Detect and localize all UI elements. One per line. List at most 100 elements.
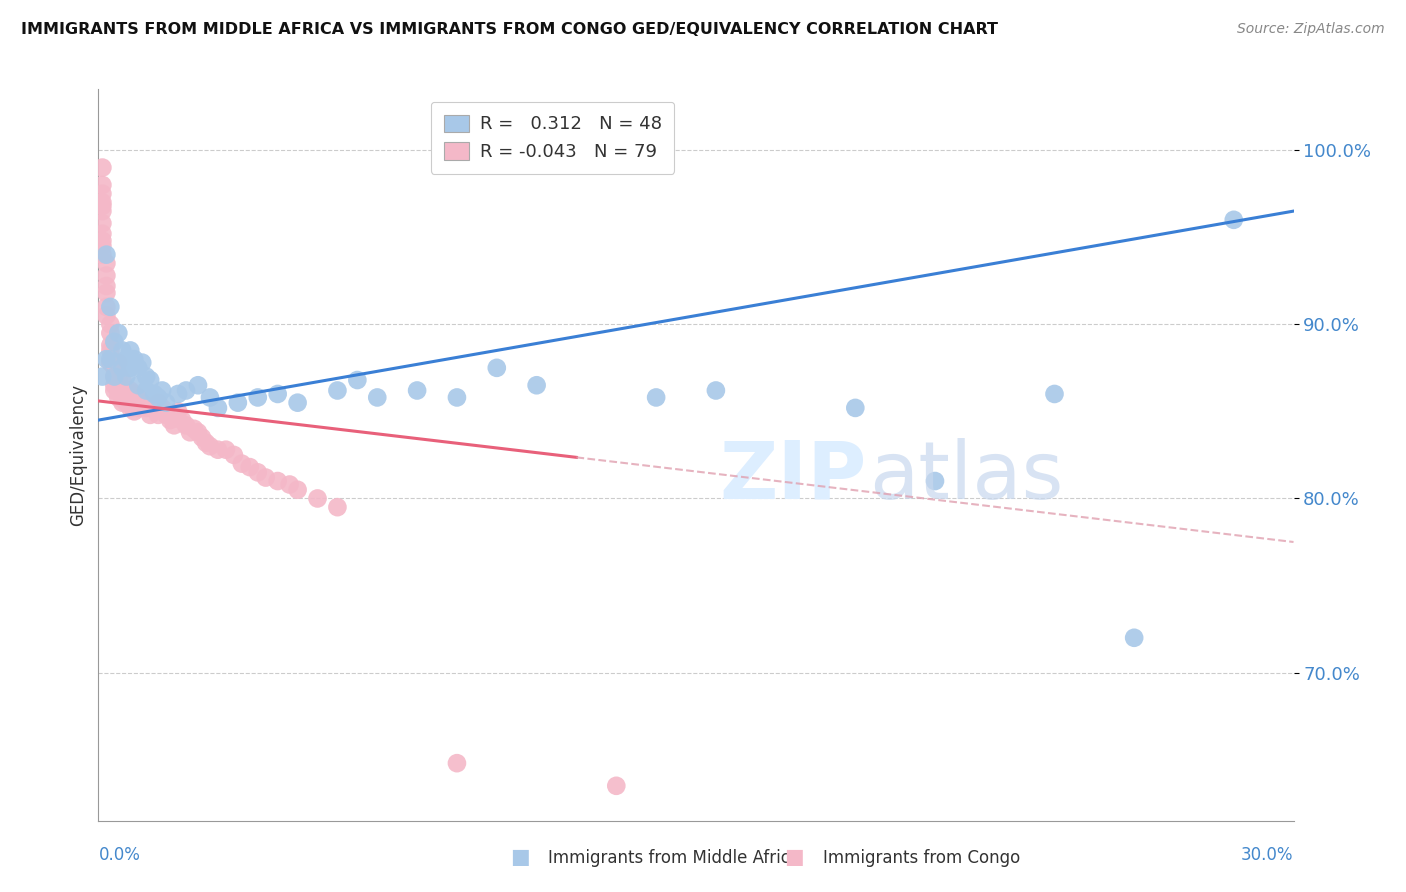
Point <box>605 779 627 793</box>
Point <box>96 352 118 367</box>
Y-axis label: GED/Equivalency: GED/Equivalency <box>69 384 87 526</box>
Text: Immigrants from Middle Africa: Immigrants from Middle Africa <box>548 849 800 867</box>
Text: 0.0%: 0.0% <box>98 846 141 863</box>
Point <box>159 413 181 427</box>
Point <box>163 418 186 433</box>
Point <box>96 247 118 261</box>
Point <box>278 477 301 491</box>
Point <box>131 395 153 409</box>
Point <box>103 369 125 384</box>
Point <box>187 378 209 392</box>
Point <box>346 373 368 387</box>
Point <box>96 279 118 293</box>
Point <box>167 404 190 418</box>
Point <box>91 239 114 253</box>
Point <box>103 378 125 392</box>
Point <box>91 234 114 248</box>
Point <box>96 268 118 283</box>
Point <box>96 300 118 314</box>
Point <box>924 474 946 488</box>
Point <box>174 384 197 398</box>
Point <box>91 247 114 261</box>
Point <box>143 401 166 415</box>
Point <box>207 442 229 457</box>
Text: IMMIGRANTS FROM MIDDLE AFRICA VS IMMIGRANTS FROM CONGO GED/EQUIVALENCY CORRELATI: IMMIGRANTS FROM MIDDLE AFRICA VS IMMIGRA… <box>21 22 998 37</box>
Point <box>103 369 125 384</box>
Point <box>222 448 245 462</box>
Point <box>111 343 134 358</box>
Point <box>207 401 229 415</box>
Point <box>215 442 238 457</box>
Point <box>226 395 249 409</box>
Point <box>115 395 138 409</box>
Point <box>183 422 205 436</box>
Point <box>150 401 173 415</box>
Point <box>107 326 129 340</box>
Point <box>254 470 277 484</box>
Point <box>326 384 349 398</box>
Point <box>115 352 138 367</box>
Point <box>120 391 142 405</box>
Point <box>174 418 197 433</box>
Point <box>111 360 134 375</box>
Point <box>1123 631 1146 645</box>
Point <box>446 391 468 405</box>
Point <box>135 369 157 384</box>
Point <box>98 352 122 367</box>
Point <box>103 360 125 375</box>
Point <box>91 227 114 241</box>
Point <box>135 401 157 415</box>
Point <box>107 366 129 380</box>
Point <box>198 391 221 405</box>
Point <box>91 161 114 175</box>
Point <box>704 384 727 398</box>
Point <box>111 391 134 405</box>
Point <box>111 395 134 409</box>
Point <box>111 384 134 398</box>
Point <box>107 373 129 387</box>
Point <box>91 369 114 384</box>
Point <box>96 256 118 270</box>
Point <box>127 360 149 375</box>
Point <box>103 384 125 398</box>
Point <box>191 430 214 444</box>
Point <box>124 395 146 409</box>
Point <box>124 404 146 418</box>
Point <box>155 395 177 409</box>
Point <box>124 387 146 401</box>
Point <box>111 373 134 387</box>
Point <box>135 384 157 398</box>
Point <box>526 378 548 392</box>
Point <box>148 395 170 409</box>
Text: Immigrants from Congo: Immigrants from Congo <box>823 849 1019 867</box>
Point <box>127 401 149 415</box>
Point <box>179 425 201 440</box>
Point <box>91 195 114 210</box>
Point <box>148 391 170 405</box>
Point <box>1043 387 1066 401</box>
Point <box>307 491 329 506</box>
Point <box>167 387 190 401</box>
Point <box>98 343 122 358</box>
Text: 30.0%: 30.0% <box>1241 846 1294 863</box>
Point <box>98 338 122 352</box>
Text: ZIP: ZIP <box>720 438 868 516</box>
Point <box>645 391 668 405</box>
Point <box>187 425 209 440</box>
Point <box>115 384 138 398</box>
Point <box>91 186 114 201</box>
Point <box>406 384 429 398</box>
Point <box>115 369 138 384</box>
Point <box>91 204 114 219</box>
Point <box>127 378 149 392</box>
Point <box>124 352 146 367</box>
Point <box>107 356 129 370</box>
Point <box>239 460 262 475</box>
Point <box>446 756 468 771</box>
Point <box>148 408 170 422</box>
Point <box>96 285 118 300</box>
Point <box>98 326 122 340</box>
Point <box>91 178 114 192</box>
Point <box>120 384 142 398</box>
Text: ■: ■ <box>785 847 804 867</box>
